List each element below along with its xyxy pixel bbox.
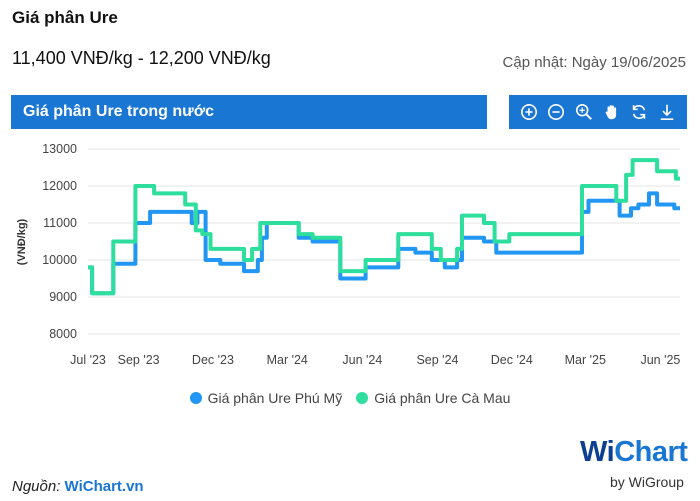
legend-marker-phu-my [189, 392, 202, 404]
y-axis: 8000 9000 10000 11000 12000 13000 [42, 142, 77, 341]
y-tick-label: 10000 [42, 253, 77, 267]
x-tick-label: Mar '25 [565, 353, 606, 367]
x-tick-label: Dec '23 [192, 353, 234, 367]
y-tick-label: 8000 [49, 327, 77, 341]
x-tick-label: Dec '24 [491, 353, 533, 367]
chart-legend: Giá phân Ure Phú Mỹ Giá phân Ure Cà Mau [0, 390, 700, 406]
x-tick-label: Jul '23 [70, 353, 106, 367]
source-link[interactable]: WiChart.vn [64, 478, 144, 495]
series-line-ca-mau [88, 158, 680, 296]
x-tick-label: Jun '24 [342, 353, 382, 367]
legend-item-phu-my[interactable]: Giá phân Ure Phú Mỹ [189, 390, 343, 406]
legend-item-ca-mau[interactable]: Giá phân Ure Cà Mau [356, 390, 510, 406]
legend-label-ca-mau: Giá phân Ure Cà Mau [374, 390, 511, 406]
chart-lines [88, 158, 680, 296]
legend-label-phu-my: Giá phân Ure Phú Mỹ [207, 390, 343, 406]
source-label: Nguồn: [12, 478, 61, 495]
panel-header: Giá phân Ure trong nước [11, 95, 487, 129]
x-axis: Jul '23 Sep '23 Dec '23 Mar '24 Jun '24 Sep '… [70, 353, 680, 367]
logo-subtitle: by WiGroup [610, 474, 684, 490]
line-chart: 8000 9000 10000 11000 12000 13000 Jul '23 Sep … [16, 142, 680, 367]
wichart-logo: WiChart by WiGroup [580, 436, 690, 494]
updated-date: Cập nhật: Ngày 19/06/2025 [502, 54, 686, 71]
chart-grid [88, 148, 680, 335]
chart-toolbar [509, 95, 687, 129]
zoom-in-icon[interactable] [518, 101, 540, 123]
y-tick-label: 11000 [43, 216, 77, 230]
logo-wordmark: WiChart [580, 436, 688, 468]
price-range: 11,400 VNĐ/kg - 12,200 VNĐ/kg [12, 48, 271, 68]
x-tick-label: Mar '24 [267, 353, 308, 367]
y-axis-label: (VNĐ/kg) [16, 218, 28, 265]
download-icon[interactable] [656, 101, 678, 123]
x-tick-label: Sep '24 [416, 353, 458, 367]
legend-marker-ca-mau [356, 392, 369, 404]
x-tick-label: Sep '23 [118, 353, 160, 367]
y-tick-label: 9000 [49, 290, 77, 304]
x-tick-label: Jun '25 [640, 353, 680, 367]
panel-title: Giá phân Ure trong nước [23, 103, 214, 120]
reset-icon[interactable] [628, 101, 650, 123]
page-title: Giá phân Ure [12, 8, 118, 27]
pan-hand-icon[interactable] [601, 101, 623, 123]
magnifier-icon[interactable] [573, 101, 595, 123]
y-tick-label: 13000 [42, 142, 77, 156]
source-line: Nguồn: WiChart.vn [12, 478, 144, 495]
series-line-phu-my [88, 191, 680, 296]
y-tick-label: 12000 [42, 179, 77, 193]
zoom-out-icon[interactable] [545, 101, 567, 123]
